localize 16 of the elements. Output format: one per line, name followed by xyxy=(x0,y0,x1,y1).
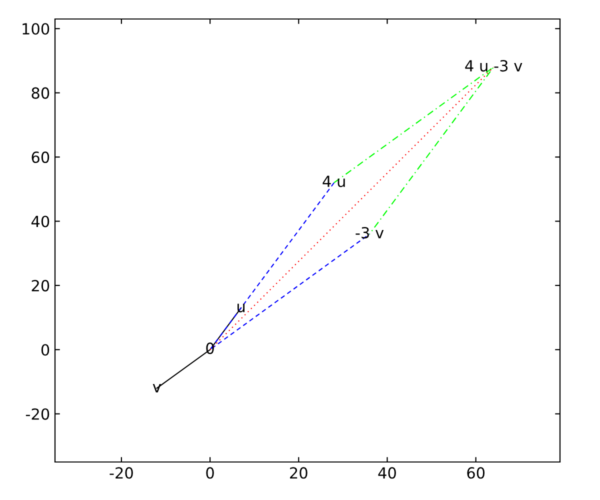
y-tick-label: 40 xyxy=(31,216,50,228)
annotation: 4 u -3 v xyxy=(465,60,522,72)
y-tick-label: 0 xyxy=(41,344,50,356)
x-tick-label: 20 xyxy=(290,467,308,479)
x-tick-label: 60 xyxy=(467,467,485,479)
x-tick-label: -20 xyxy=(110,467,133,479)
y-tick-label: -20 xyxy=(26,408,50,420)
x-tick-label: 40 xyxy=(378,467,396,479)
annotation: -3 v xyxy=(356,226,384,239)
y-tick-label: 80 xyxy=(32,87,50,99)
y-tick-label: 60 xyxy=(32,152,50,164)
annotation: 4 u xyxy=(322,176,345,188)
x-tick-label: 0 xyxy=(206,467,214,479)
annotation: u xyxy=(238,304,245,312)
y-tick-label: 100 xyxy=(22,23,50,35)
y-tick-label: 20 xyxy=(32,280,50,292)
